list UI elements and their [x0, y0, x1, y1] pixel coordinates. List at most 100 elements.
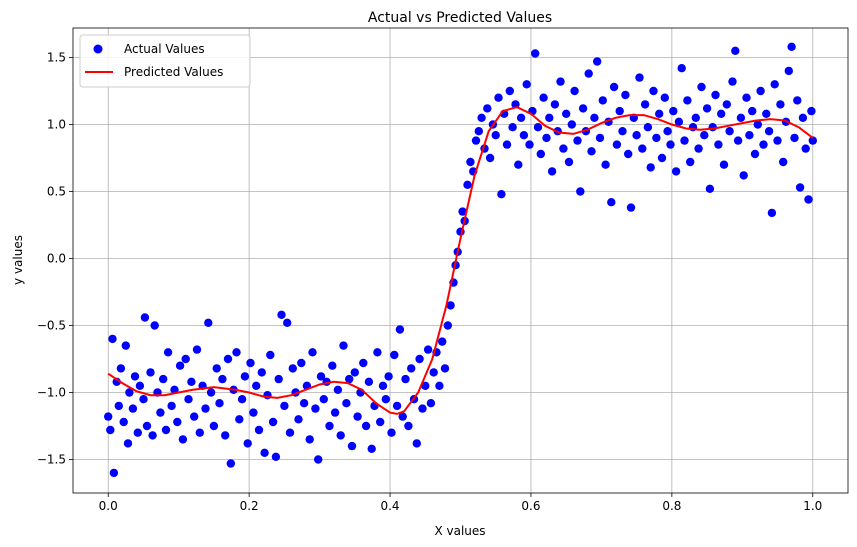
actual-point-32: [184, 395, 193, 404]
actual-point-76: [308, 348, 317, 357]
actual-point-210: [683, 96, 692, 105]
actual-point-43: [215, 399, 224, 408]
actual-point-63: [271, 452, 281, 461]
actual-point-177: [590, 113, 599, 123]
actual-point-10: [125, 388, 134, 397]
chart-title: Actual vs Predicted Values: [368, 10, 552, 26]
actual-point-194: [638, 144, 647, 153]
actual-point-171: [573, 136, 582, 145]
actual-point-234: [750, 149, 760, 159]
actual-point-35: [192, 345, 202, 354]
actual-point-119: [429, 368, 438, 377]
actual-point-99: [373, 348, 382, 357]
actual-point-105: [390, 350, 399, 360]
actual-point-79: [316, 372, 326, 381]
actual-point-198: [649, 86, 658, 96]
actual-point-230: [739, 171, 748, 180]
actual-point-12: [130, 372, 140, 381]
actual-point-50: [235, 415, 244, 424]
actual-point-87: [339, 341, 348, 350]
x-tick-label-0: 0.0: [99, 499, 118, 513]
actual-point-186: [615, 106, 624, 116]
actual-point-203: [663, 127, 672, 136]
x-tick-label-2: 0.4: [380, 499, 399, 513]
actual-point-55: [249, 408, 258, 417]
actual-point-237: [759, 140, 768, 149]
actual-point-80: [319, 395, 328, 404]
actual-point-121: [435, 381, 444, 390]
actual-point-106: [392, 401, 402, 411]
actual-point-232: [745, 131, 754, 140]
actual-point-150: [514, 160, 523, 169]
actual-point-125: [446, 301, 455, 310]
actual-point-47: [226, 459, 235, 468]
actual-point-146: [502, 140, 512, 149]
actual-point-220: [711, 90, 720, 100]
actual-point-246: [784, 66, 793, 76]
actual-point-199: [652, 133, 661, 143]
actual-point-136: [474, 127, 483, 136]
actual-point-156: [531, 49, 540, 58]
actual-point-86: [336, 431, 345, 440]
actual-point-78: [314, 455, 323, 464]
actual-point-224: [722, 100, 731, 109]
legend-marker-actual: [93, 44, 103, 54]
actual-point-54: [246, 358, 255, 368]
actual-point-130: [458, 207, 467, 216]
legend: Actual Values Predicted Values: [79, 34, 251, 88]
actual-point-188: [621, 90, 630, 100]
actual-point-116: [421, 381, 430, 390]
actual-point-38: [201, 404, 210, 413]
actual-point-72: [297, 358, 306, 368]
actual-point-115: [418, 404, 427, 413]
actual-point-24: [161, 425, 171, 435]
actual-point-216: [700, 131, 709, 140]
actual-point-202: [660, 93, 669, 102]
actual-point-109: [401, 374, 410, 384]
legend-label-predicted: Predicted Values: [124, 65, 223, 79]
actual-point-179: [595, 133, 605, 143]
y-tick-label-4: 0.5: [47, 184, 66, 198]
actual-point-13: [133, 428, 142, 437]
actual-point-176: [587, 147, 596, 156]
actual-point-3: [109, 468, 119, 478]
actual-point-94: [359, 358, 368, 368]
actual-point-178: [593, 57, 602, 66]
actual-point-25: [163, 348, 173, 357]
actual-point-85: [333, 385, 343, 394]
actual-point-209: [680, 136, 689, 145]
legend-label-actual: Actual Values: [124, 42, 205, 56]
actual-point-187: [618, 127, 627, 136]
actual-point-163: [550, 100, 560, 109]
actual-point-20: [150, 321, 159, 330]
actual-point-233: [748, 106, 757, 116]
actual-point-90: [347, 441, 357, 451]
grid: [73, 28, 848, 493]
actual-point-62: [268, 417, 278, 427]
actual-point-147: [505, 86, 514, 96]
actual-point-95: [361, 421, 371, 431]
actual-point-154: [525, 140, 534, 149]
actual-point-226: [728, 77, 737, 86]
actual-point-173: [578, 104, 588, 113]
actual-values-series: [104, 42, 817, 478]
actual-point-142: [491, 131, 500, 140]
actual-point-172: [576, 187, 585, 196]
actual-point-7: [119, 417, 128, 427]
actual-point-40: [206, 388, 216, 397]
actual-point-157: [533, 123, 543, 132]
actual-point-255: [808, 136, 817, 145]
actual-point-205: [669, 106, 678, 116]
actual-point-56: [252, 381, 261, 390]
actual-point-153: [522, 80, 531, 89]
actual-point-162: [547, 167, 557, 176]
x-tick-label-3: 0.6: [521, 499, 540, 513]
actual-point-221: [714, 140, 723, 149]
actual-point-148: [508, 123, 517, 132]
actual-point-69: [288, 364, 297, 373]
actual-point-218: [705, 184, 715, 193]
actual-point-170: [570, 86, 579, 96]
actual-point-249: [793, 96, 802, 105]
actual-point-71: [294, 415, 303, 424]
actual-point-97: [367, 444, 376, 453]
